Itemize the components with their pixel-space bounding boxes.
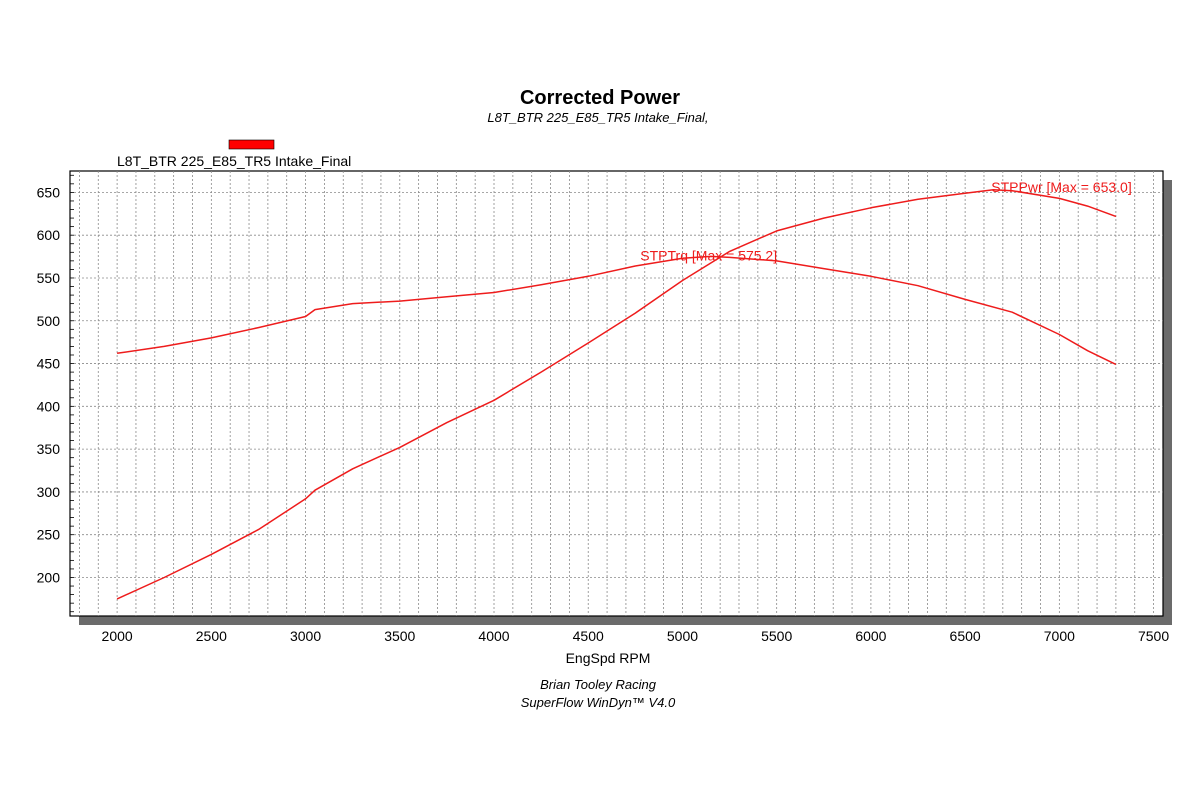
y-tick-label: 200	[37, 569, 61, 585]
plot-area	[69, 170, 1164, 617]
y-tick-label: 500	[37, 313, 61, 329]
y-tick-label: 250	[37, 527, 61, 543]
x-tick-label: 4500	[573, 628, 604, 644]
x-tick-label: 7000	[1044, 628, 1075, 644]
y-tick-label: 650	[37, 184, 61, 200]
x-tick-label: 6000	[855, 628, 886, 644]
y-tick-labels: 200 250 300 350 400 450 500 550 600 650	[37, 184, 61, 585]
x-tick-label: 6500	[950, 628, 981, 644]
y-tick-label: 400	[37, 398, 61, 414]
annotation-label: STPTrq [Max = 575.2]	[640, 247, 777, 263]
y-tick-label: 550	[37, 270, 61, 286]
annotation-label: STPPwr [Max = 653.0]	[991, 179, 1131, 195]
x-axis-label: EngSpd RPM	[566, 650, 651, 666]
series-group	[116, 189, 1117, 600]
x-tick-label: 2000	[102, 628, 133, 644]
series-line-stptrq	[116, 255, 1117, 366]
x-tick-label: 5500	[761, 628, 792, 644]
x-tick-labels: 2000 2500 3000 3500 4000 4500 5000 5500 6000 6500…	[102, 628, 1170, 644]
legend-label: L8T_BTR 225_E85_TR5 Intake_Final	[117, 153, 351, 169]
y-tick-label: 350	[37, 441, 61, 457]
annotations: STPPwr [Max = 653.0] STPTrq [Max = 575.2]	[640, 179, 1131, 264]
x-tick-label: 3500	[384, 628, 415, 644]
minor-ticks	[70, 174, 74, 613]
series-line-stppwr	[116, 189, 1117, 600]
x-tick-label: 3000	[290, 628, 321, 644]
x-tick-label: 4000	[478, 628, 509, 644]
x-tick-label: 2500	[196, 628, 227, 644]
x-tick-label: 7500	[1138, 628, 1169, 644]
chart-title: Corrected Power	[520, 87, 680, 109]
y-tick-label: 600	[37, 227, 61, 243]
footer-line-1: Brian Tooley Racing	[540, 677, 657, 692]
legend-swatch	[228, 139, 275, 150]
y-tick-label: 450	[37, 356, 61, 372]
footer-line-2: SuperFlow WinDyn™ V4.0	[521, 695, 676, 710]
y-tick-label: 300	[37, 484, 61, 500]
chart-subtitle: L8T_BTR 225_E85_TR5 Intake_Final,	[487, 110, 708, 125]
x-tick-label: 5000	[667, 628, 698, 644]
